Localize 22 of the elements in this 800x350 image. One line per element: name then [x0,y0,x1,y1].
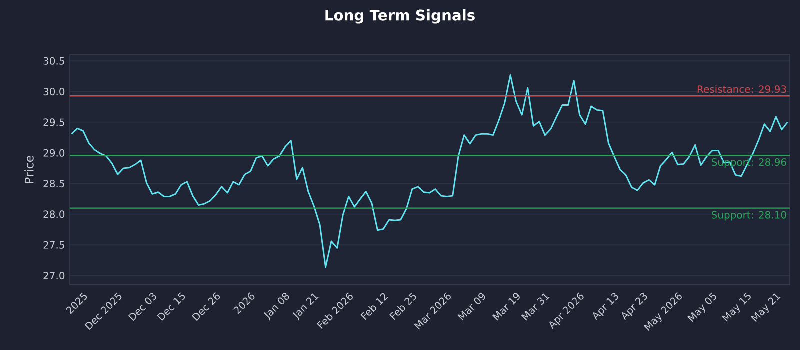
y-tick-label: 27.5 [44,241,64,249]
x-tick-label: Dec 15 [157,292,186,322]
x-tick-label: Apr 13 [593,293,618,320]
chart-title: Long Term Signals [326,10,475,24]
y-tick-label: 27.0 [44,272,65,280]
x-tick-label: Feb 12 [360,293,388,320]
y-tick-label: 30.0 [44,88,65,96]
y-tick-label: 28.0 [44,210,65,218]
x-tick-label: Dec 03 [128,293,156,322]
x-tick-label: Feb 25 [390,292,416,320]
x-tick-label: Jan 08 [264,293,290,321]
y-tick-label: 30.5 [44,57,64,65]
y-tick-label: 29.0 [44,149,65,157]
y-tick-label: 28.5 [44,180,64,188]
y-axis-title: Price [24,156,34,184]
line-series [70,74,788,268]
x-tick-label: Jan 21 [292,294,319,321]
x-tick-label: Apr 23 [622,293,648,320]
y-tick-label: 29.5 [44,118,64,126]
x-tick-label: Dec 26 [192,292,220,322]
ref-line-label: Resistance: 29.93 [698,85,786,94]
ref-line-label: Support: 28.10 [712,211,786,221]
